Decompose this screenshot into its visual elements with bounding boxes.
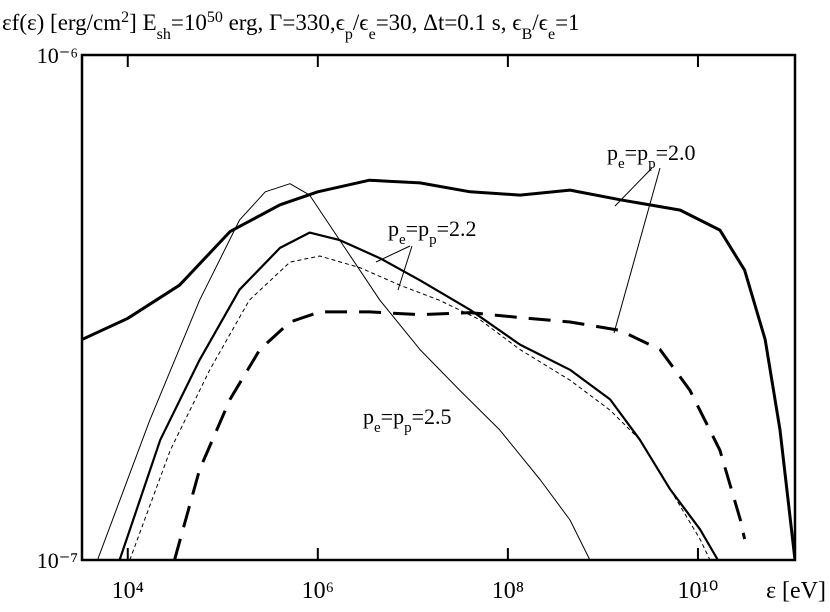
x-tick-label: 10⁴: [112, 578, 144, 604]
annotation-part: =2.5: [412, 404, 452, 429]
x-tick-label: 10¹⁰: [678, 578, 719, 604]
chart-title-part: 50: [207, 9, 223, 26]
annotation-part: =2.0: [656, 140, 696, 165]
chart-title-part: 2: [121, 9, 129, 26]
series-line: [173, 310, 747, 560]
annotation-part: =p: [406, 216, 429, 241]
y-tick-label: 10⁻⁶: [37, 43, 78, 68]
chart-title-part: =10: [171, 10, 207, 35]
chart-title-part: p: [345, 26, 353, 43]
annotation-part: =2.2: [437, 216, 477, 241]
leader-lines: [375, 167, 661, 334]
chart-title-part: sh: [157, 26, 171, 43]
chart-title-part: erg, Γ=330,ϵ: [223, 10, 345, 35]
annotation: pe=pp=2.0: [607, 140, 696, 172]
leader-line: [397, 245, 413, 291]
annotation-part: e: [374, 420, 381, 436]
series-line: [129, 255, 711, 560]
chart-title-part: ] E: [129, 10, 156, 35]
leader-line: [613, 167, 661, 334]
series-line: [97, 183, 591, 560]
annotation-part: p: [648, 156, 656, 172]
x-tick-label: 10⁶: [302, 578, 334, 604]
annotation-part: e: [618, 156, 625, 172]
chart-title-part: /ϵ: [353, 10, 369, 35]
annotation-part: p: [363, 404, 374, 429]
annotation-part: p: [607, 140, 618, 165]
series-line: [82, 178, 795, 560]
chart-title-part: εf(ε) [erg/cm: [2, 10, 121, 35]
chart-title-part: =30, Δt=0.1 s, ϵ: [376, 10, 522, 35]
annotation-part: p: [429, 232, 437, 248]
x-tick-label: 10⁸: [492, 578, 524, 604]
chart-title-part: e: [548, 26, 555, 43]
chart-title-part: /ϵ: [532, 10, 548, 35]
chart-title-part: =1: [555, 10, 579, 35]
plot-frame: [80, 53, 797, 562]
annotation: pe=pp=2.2: [388, 216, 477, 248]
annotation-part: =p: [381, 404, 404, 429]
annotation: pe=pp=2.5: [363, 404, 452, 436]
annotation-part: p: [404, 420, 412, 436]
chart-title-part: B: [522, 26, 533, 43]
y-tick-label: 10⁻⁷: [37, 548, 78, 573]
chart-title-part: e: [369, 26, 376, 43]
annotation-part: e: [399, 232, 406, 248]
x-axis-label: ε [eV]: [766, 578, 826, 604]
annotation-part: p: [388, 216, 399, 241]
chart-title: εf(ε) [erg/cm2] Esh=1050 erg, Γ=330,ϵp/ϵ…: [2, 9, 580, 43]
annotation-part: =p: [625, 140, 648, 165]
